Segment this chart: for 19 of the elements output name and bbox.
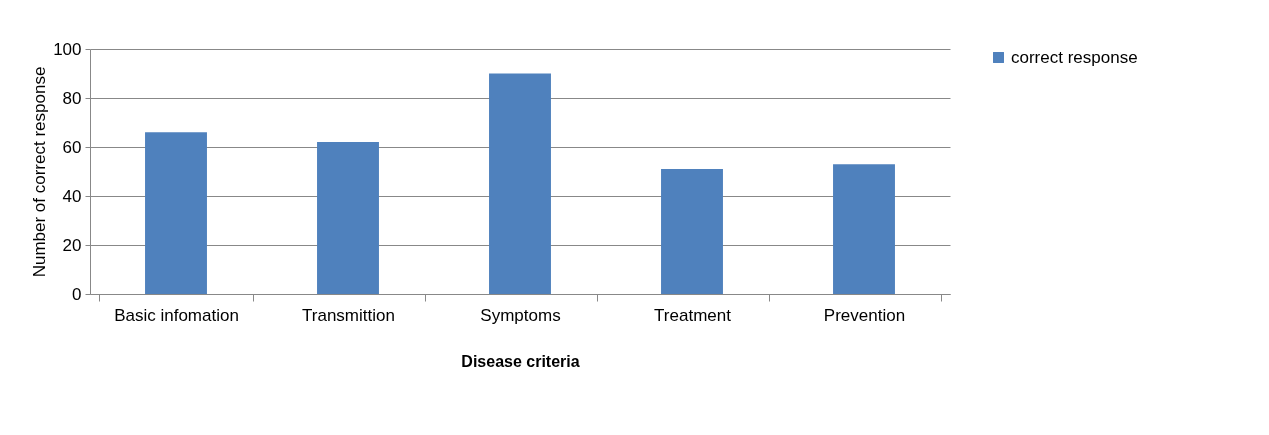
- x-tick-label: Transmittion: [302, 305, 395, 325]
- bar: [661, 169, 723, 294]
- y-tick-label: 80: [62, 88, 82, 108]
- x-axis-title: Disease criteria: [461, 352, 580, 370]
- y-tick-label: 0: [72, 284, 82, 304]
- bar: [317, 142, 379, 294]
- x-tick-label: Treatment: [654, 305, 732, 325]
- y-tick-label: 60: [62, 137, 82, 157]
- y-tick-label: 20: [62, 235, 82, 255]
- y-tick-label: 100: [53, 39, 82, 59]
- y-tick-label: 40: [62, 186, 82, 206]
- x-tick-label: Symptoms: [480, 305, 561, 325]
- legend-label: correct response: [1011, 47, 1138, 67]
- x-tick-label: Prevention: [823, 305, 906, 325]
- x-tick-label: Basic infomation: [114, 305, 239, 325]
- bar: [145, 132, 207, 294]
- bar: [489, 73, 551, 294]
- bar: [833, 164, 895, 294]
- y-axis-title: Number of correct response: [30, 66, 50, 278]
